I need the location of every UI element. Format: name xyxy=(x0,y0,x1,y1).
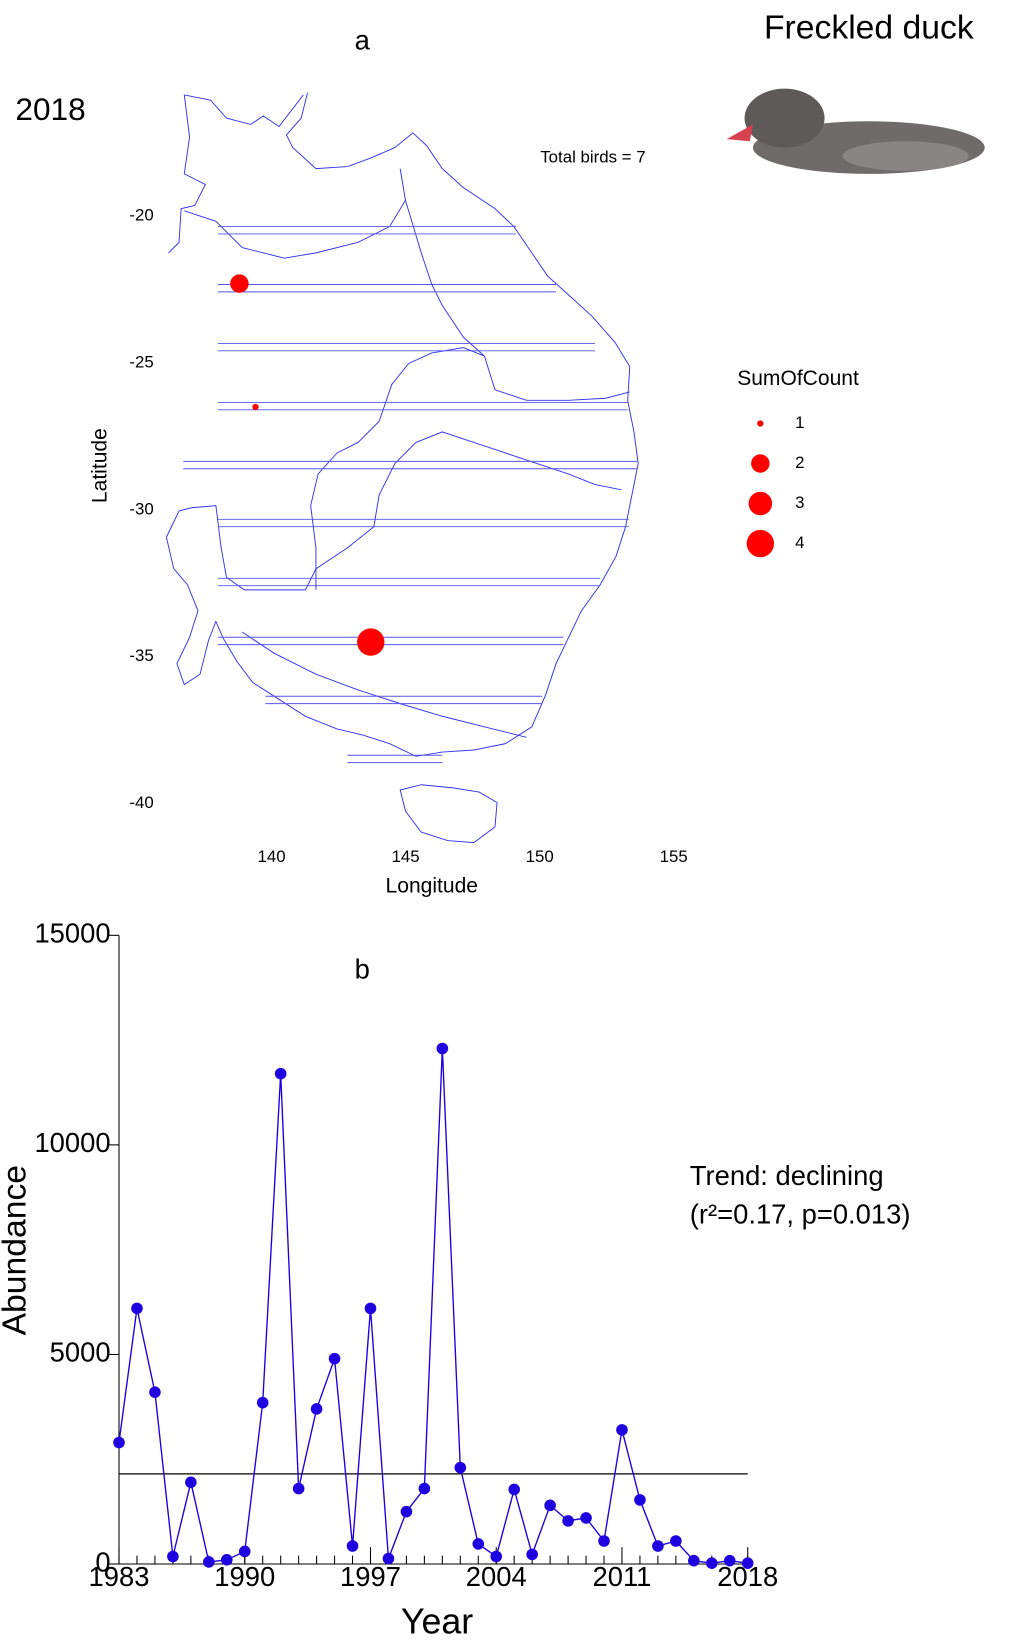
x-tick-label: 155 xyxy=(660,847,688,866)
data-point xyxy=(167,1550,179,1563)
data-point xyxy=(652,1540,664,1552)
year-label: 2018 xyxy=(15,91,85,127)
data-point xyxy=(113,1436,125,1449)
map-outline xyxy=(165,92,639,844)
legend-label: 1 xyxy=(795,413,804,432)
total-annotation: Total birds = 7 xyxy=(540,148,645,167)
data-point xyxy=(274,1067,287,1080)
data-point xyxy=(634,1494,646,1506)
x-tick-label: 1990 xyxy=(214,1561,275,1592)
y-tick-label: -35 xyxy=(129,646,153,665)
legend-symbol xyxy=(748,491,773,516)
legend-symbol xyxy=(751,454,770,473)
data-point xyxy=(454,1461,467,1474)
y-tick-label: -40 xyxy=(129,793,153,812)
x-tick-label: 2011 xyxy=(593,1561,652,1592)
y-tick-label: -25 xyxy=(129,352,153,371)
x-tick-label: 1983 xyxy=(89,1561,150,1592)
species-title: Freckled duck xyxy=(764,9,974,47)
panel-b-title: b xyxy=(355,953,370,984)
data-point xyxy=(436,1042,449,1055)
y-tick-label: -20 xyxy=(129,205,153,224)
trend-stats: (r²=0.17, p=0.013) xyxy=(690,1199,911,1230)
data-point xyxy=(400,1505,413,1518)
data-point xyxy=(670,1535,682,1547)
x-tick-label: 145 xyxy=(392,847,420,866)
bird-point xyxy=(252,403,259,411)
x-tick-label: 150 xyxy=(526,847,554,866)
data-point xyxy=(364,1302,377,1315)
data-point xyxy=(688,1554,700,1567)
y-tick-label: 10000 xyxy=(34,1127,110,1158)
legend-title: SumOfCount xyxy=(737,367,859,390)
x-axis-label: Longitude xyxy=(386,874,478,897)
x-tick-label: 140 xyxy=(258,847,286,866)
data-point xyxy=(544,1499,556,1512)
data-point xyxy=(723,1554,736,1567)
data-point xyxy=(238,1545,251,1558)
legend-label: 2 xyxy=(795,453,804,472)
data-point xyxy=(508,1483,520,1496)
duck-picture xyxy=(726,88,985,174)
data-point xyxy=(490,1550,503,1563)
y-tick-label: 15000 xyxy=(34,918,110,949)
y-axis-label: Abundance xyxy=(0,1165,34,1335)
data-point xyxy=(149,1386,161,1398)
bird-point xyxy=(230,274,249,293)
x-tick-label: 1997 xyxy=(340,1561,401,1592)
abundance-line xyxy=(118,1048,748,1564)
data-point xyxy=(328,1352,341,1365)
data-point xyxy=(741,1557,754,1569)
trend-annotation: Trend: declining xyxy=(690,1160,884,1191)
data-point xyxy=(562,1515,574,1527)
y-axis-label: Latitude xyxy=(89,428,112,503)
data-point xyxy=(220,1554,233,1566)
y-tick-label: 5000 xyxy=(50,1337,111,1368)
legend-label: 3 xyxy=(795,493,804,512)
data-point xyxy=(382,1552,395,1565)
x-axis-label: Year xyxy=(401,1602,473,1640)
data-point xyxy=(580,1512,592,1524)
legend-label: 4 xyxy=(795,533,804,552)
legend-symbol xyxy=(757,420,764,427)
legend-symbol xyxy=(746,529,775,558)
y-tick-label: 0 xyxy=(95,1546,110,1577)
data-point xyxy=(292,1482,305,1495)
x-tick-label: 2004 xyxy=(466,1561,527,1592)
data-point xyxy=(706,1557,718,1569)
data-point xyxy=(203,1556,215,1568)
y-tick-label: -30 xyxy=(129,499,153,518)
data-point xyxy=(256,1396,269,1409)
data-point xyxy=(526,1548,538,1561)
data-point xyxy=(598,1535,610,1547)
bird-point xyxy=(357,628,385,656)
data-point xyxy=(616,1424,628,1436)
data-point xyxy=(346,1540,359,1552)
data-point xyxy=(418,1482,431,1495)
transects xyxy=(183,226,638,764)
data-point xyxy=(472,1538,485,1550)
data-point xyxy=(131,1302,143,1315)
data-point xyxy=(310,1403,323,1415)
data-point xyxy=(185,1476,197,1489)
panel-a-title: a xyxy=(355,25,371,56)
